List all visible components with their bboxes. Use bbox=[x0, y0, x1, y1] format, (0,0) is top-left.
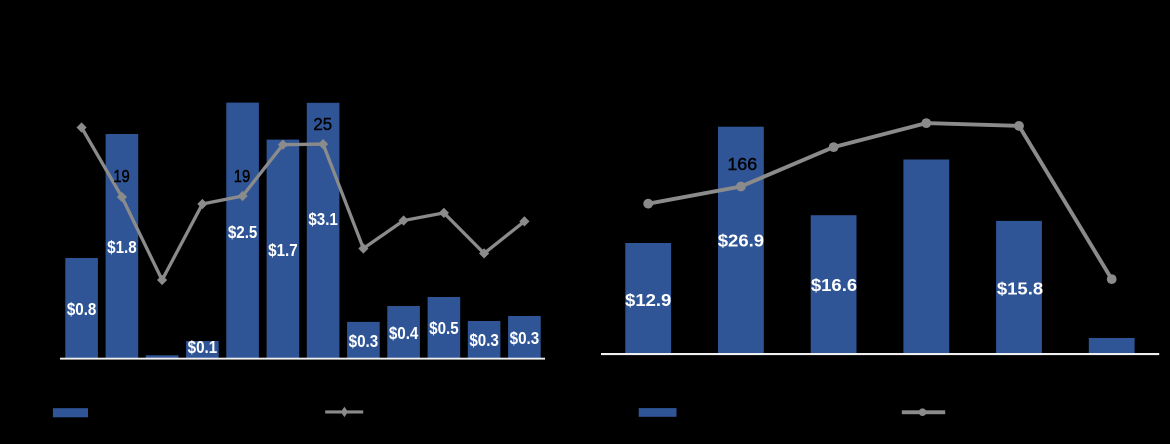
svg-text:$0.3: $0.3 bbox=[510, 328, 540, 348]
svg-text:$0.4: $0.4 bbox=[389, 323, 419, 343]
svg-text:166: 166 bbox=[727, 154, 757, 174]
svg-text:$0.3: $0.3 bbox=[349, 331, 379, 351]
svg-text:$0.3: $0.3 bbox=[469, 330, 499, 350]
svg-text:$12.9: $12.9 bbox=[625, 290, 671, 310]
svg-text:$1.8: $1.8 bbox=[107, 237, 137, 257]
svg-text:19: 19 bbox=[234, 166, 251, 186]
svg-text:$16.6: $16.6 bbox=[811, 275, 857, 295]
svg-text:$2.5: $2.5 bbox=[228, 222, 258, 242]
svg-text:$26.9: $26.9 bbox=[718, 231, 764, 251]
svg-text:$1.7: $1.7 bbox=[268, 240, 298, 260]
svg-text:$0.8: $0.8 bbox=[67, 299, 97, 319]
svg-text:$0.5: $0.5 bbox=[429, 318, 459, 338]
svg-text:$15.8: $15.8 bbox=[997, 278, 1043, 298]
svg-text:$0.1: $0.1 bbox=[188, 337, 218, 357]
svg-text:$3.1: $3.1 bbox=[308, 209, 338, 229]
svg-text:19: 19 bbox=[113, 166, 130, 186]
svg-text:25: 25 bbox=[313, 114, 332, 134]
